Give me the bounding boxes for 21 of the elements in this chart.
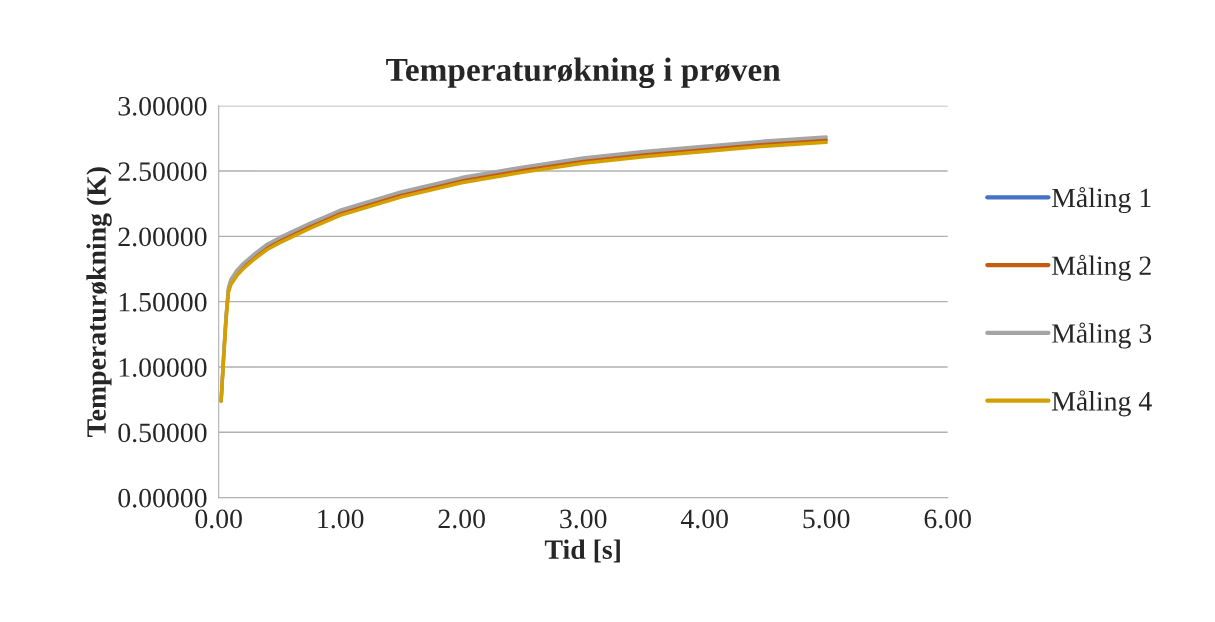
legend-label: Måling 1 (1051, 186, 1151, 214)
x-axis-title: Tid [s] (544, 539, 620, 563)
legend-label: Måling 2 (1051, 254, 1151, 281)
x-tick-label: 5.00 (803, 509, 850, 529)
y-tick-label: 1.00000 (119, 358, 207, 378)
y-tick-label: 0.00000 (118, 488, 207, 508)
chart-title: Temperaturøkning i prøven (386, 57, 781, 89)
y-axis-title: Temperaturøkning (K) (86, 167, 112, 437)
x-tick-label: 6.00 (924, 509, 971, 529)
legend-label: Måling 4 (1051, 390, 1152, 417)
y-tick-label: 2.50000 (118, 162, 207, 182)
x-tick-label: 0.00 (195, 509, 242, 529)
y-tick-label: 2.00000 (118, 227, 207, 247)
x-tick-label: 4.00 (680, 509, 728, 529)
x-tick-label: 3.00 (560, 509, 607, 529)
x-tick-label: 2.00 (438, 509, 485, 529)
legend-label: Måling 3 (1051, 322, 1152, 349)
x-tick-label: 1.00 (318, 509, 364, 529)
y-tick-label: 3.00000 (118, 96, 207, 116)
y-tick-label: 1.50000 (119, 292, 207, 312)
y-tick-label: 0.50000 (118, 423, 207, 443)
